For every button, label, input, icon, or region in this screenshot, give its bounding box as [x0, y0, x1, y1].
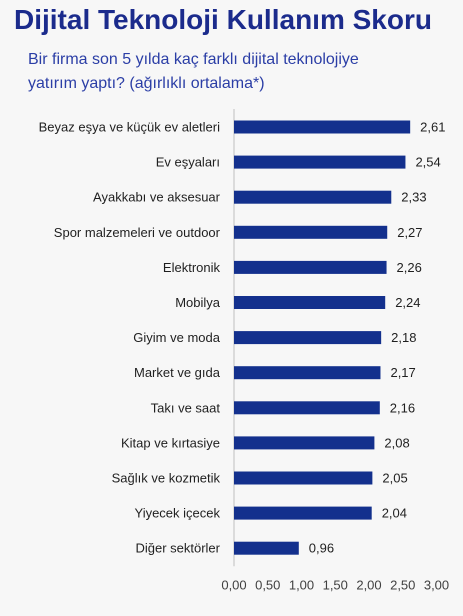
bar [234, 541, 299, 555]
x-tick-label: 2,50 [390, 578, 415, 593]
bar [234, 366, 381, 380]
x-tick-label: 3,00 [424, 578, 449, 593]
category-label: Takı ve saat [151, 400, 221, 415]
x-tick-label: 1,50 [323, 578, 348, 593]
x-tick-label: 0,00 [221, 578, 246, 593]
bar [234, 331, 382, 345]
category-label: Ayakkabı ve aksesuar [93, 190, 221, 205]
category-label: Giyim ve moda [133, 330, 220, 345]
value-label: 0,96 [309, 541, 334, 556]
value-label: 2,08 [384, 435, 409, 450]
subtitle-line-1: Bir firma son 5 yılda kaç farklı dijital… [28, 51, 359, 68]
value-label: 2,05 [382, 471, 407, 486]
x-tick-label: 1,00 [289, 578, 314, 593]
subtitle-line-2: yatırım yaptı? (ağırlıklı ortalama*) [28, 75, 265, 92]
category-label: Market ve gıda [134, 365, 221, 380]
category-label: Elektronik [163, 260, 221, 275]
bar [234, 506, 372, 520]
bar [234, 260, 387, 274]
chart-title: Dijital Teknoloji Kullanım Skoru [14, 4, 432, 35]
bar [234, 401, 380, 415]
category-label: Spor malzemeleri ve outdoor [54, 225, 221, 240]
bar [234, 155, 406, 169]
category-label: Sağlık ve kozmetik [112, 471, 221, 486]
bar [234, 225, 388, 239]
value-label: 2,24 [395, 295, 420, 310]
value-label: 2,04 [382, 506, 407, 521]
bar [234, 436, 375, 450]
bar [234, 190, 392, 204]
category-label: Mobilya [175, 295, 221, 310]
category-label: Yiyecek içecek [135, 506, 221, 521]
value-label: 2,18 [391, 330, 416, 345]
value-label: 2,17 [390, 365, 415, 380]
value-label: 2,61 [420, 120, 445, 135]
value-label: 2,27 [397, 225, 422, 240]
x-tick-label: 2,00 [356, 578, 381, 593]
category-label: Kitap ve kırtasiye [121, 435, 220, 450]
x-tick-label: 0,50 [255, 578, 280, 593]
bar [234, 296, 386, 309]
chart-subtitle: Bir firma son 5 yılda kaç farklı dijital… [28, 48, 359, 96]
category-label: Ev eşyaları [156, 155, 220, 170]
bar [234, 120, 411, 134]
category-label: Beyaz eşya ve küçük ev aletleri [39, 120, 220, 135]
value-label: 2,26 [397, 260, 422, 275]
bar [234, 471, 373, 485]
value-label: 2,33 [401, 190, 426, 205]
value-label: 2,54 [415, 155, 440, 170]
category-label: Diğer sektörler [135, 541, 220, 556]
value-label: 2,16 [390, 400, 415, 415]
